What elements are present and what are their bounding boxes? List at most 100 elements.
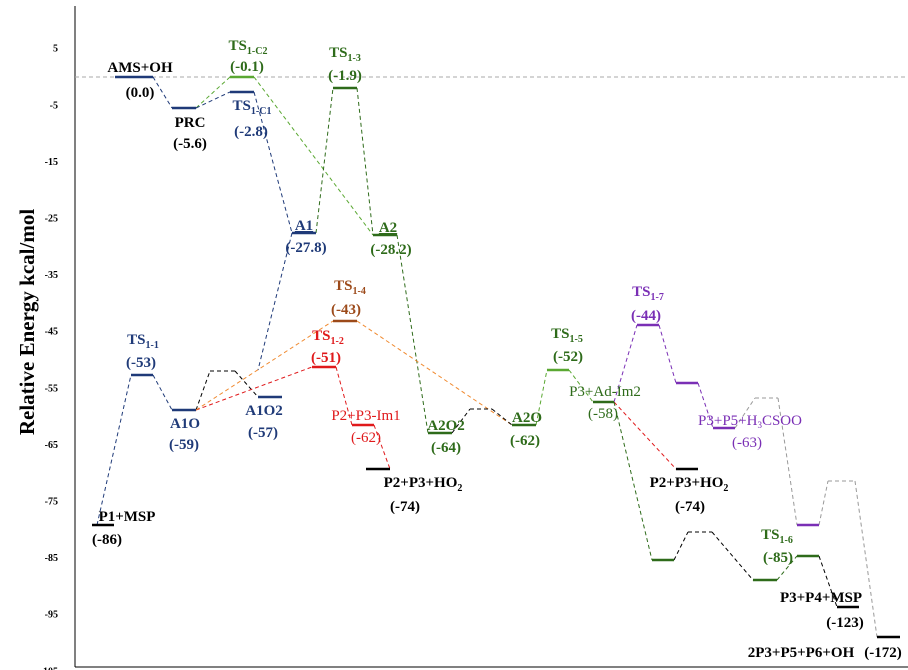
label-ts16: TS1-6 <box>761 527 793 546</box>
value-a1: (-27.8) <box>285 240 326 256</box>
value-a2: (-28.2) <box>370 242 411 258</box>
y-tick-label: -35 <box>45 270 58 281</box>
y-axis-label: Relative Energy kcal/mol <box>15 209 39 435</box>
connector <box>673 531 689 561</box>
label-a2o2: A2O2 <box>427 418 465 434</box>
connector <box>195 370 211 411</box>
value-a1o: (-59) <box>169 437 199 453</box>
label-ams: AMS+OH <box>107 60 173 76</box>
label-adim2: P3+Ad-Im2 <box>569 384 641 400</box>
value-ts13: (-1.9) <box>328 68 362 84</box>
connector <box>195 91 231 109</box>
value-ts11: (-53) <box>126 355 156 371</box>
label-a1o: A1O <box>170 416 200 432</box>
value-a1o2: (-57) <box>248 425 278 441</box>
connector <box>734 397 756 429</box>
label-a2o: A2O <box>512 410 542 426</box>
connector <box>234 370 259 398</box>
value-h3csoo: (-63) <box>732 435 762 451</box>
y-tick-label: -45 <box>45 327 58 338</box>
label-a2: A2 <box>379 220 397 236</box>
connector <box>257 232 293 371</box>
connector <box>451 408 471 434</box>
connector <box>335 366 353 426</box>
y-tick-label: -15 <box>45 157 58 168</box>
connector <box>491 408 513 426</box>
value-a2o: (-62) <box>510 433 540 449</box>
label-p3p4: P3+P4+MSP <box>780 590 862 606</box>
label-ho2b: P2+P3+HO2 <box>650 475 729 494</box>
connector <box>96 374 132 526</box>
label-ts11: TS1-1 <box>127 332 159 351</box>
value-ts15: (-52) <box>553 349 583 365</box>
y-tick-label: -55 <box>45 383 58 394</box>
value-ts17: (-44) <box>631 308 661 324</box>
value-prc: (-5.6) <box>173 136 207 152</box>
label-im1: P2+P3-Im1 <box>331 408 400 424</box>
label-tsc2: TS1-C2 <box>229 38 268 57</box>
value-adim2: (-58) <box>588 406 618 422</box>
value-tsc1: (-2.8) <box>234 124 268 140</box>
connector <box>315 87 334 234</box>
connector <box>195 76 231 109</box>
label-final: 2P3+P5+P6+OH <box>748 645 855 661</box>
label-h3csoo: P3+P5+H3CSOO <box>698 413 802 430</box>
labels: AMS+OH (0.0) PRC (-5.6) TS1-C2 (-0.1) TS… <box>92 38 902 661</box>
value-im1: (-62) <box>351 430 381 446</box>
connector <box>152 76 173 109</box>
y-tick-label: -95 <box>45 610 58 621</box>
y-tick-label: -65 <box>45 440 58 451</box>
connector <box>776 555 798 581</box>
connectors <box>96 76 878 638</box>
connector <box>711 531 754 581</box>
connector <box>253 91 293 234</box>
connector <box>356 87 374 236</box>
value-tsc2: (-0.1) <box>230 59 264 75</box>
y-tick-label: -25 <box>45 214 58 225</box>
connector <box>854 480 878 638</box>
y-tick-label: -5 <box>50 100 58 111</box>
y-ticks: 5 -5 -15 -25 -35 -45 -55 -65 -75 -85 -95 -105 <box>40 44 58 670</box>
connector <box>195 320 334 411</box>
label-ts14: TS1-4 <box>334 278 366 297</box>
levels <box>92 75 900 639</box>
y-tick-label: 5 <box>53 44 58 55</box>
y-tick-label: -85 <box>45 553 58 564</box>
value-ho2a: (-74) <box>390 499 420 515</box>
value-ams: (0.0) <box>126 85 155 101</box>
label-ho2a: P2+P3+HO2 <box>384 475 463 494</box>
y-tick-label: -75 <box>45 497 58 508</box>
connector <box>396 234 429 434</box>
value-ts12: (-51) <box>311 350 341 366</box>
connector <box>818 555 838 608</box>
connector <box>613 324 638 403</box>
connector <box>373 424 391 470</box>
label-ts13: TS1-3 <box>329 45 361 64</box>
label-a1: A1 <box>295 218 313 234</box>
value-p3p4: (-123) <box>826 615 864 631</box>
value-ts16: (-85) <box>763 550 793 566</box>
connector <box>613 401 677 470</box>
value-final: (-172) <box>864 645 902 661</box>
connector <box>697 382 714 429</box>
label-a1o2: A1O2 <box>245 403 283 419</box>
label-ts15: TS1-5 <box>551 326 583 345</box>
connector <box>152 374 173 411</box>
value-p1msp: (-86) <box>92 532 122 548</box>
connector <box>818 480 829 526</box>
label-p1msp: P1+MSP <box>99 509 156 525</box>
y-tick-label: -105 <box>40 666 58 670</box>
connector <box>356 320 513 426</box>
connector <box>253 76 374 236</box>
label-tsc1: TS1-C1 <box>233 98 272 117</box>
value-ho2b: (-74) <box>675 499 705 515</box>
connector <box>777 397 798 526</box>
connector <box>613 401 653 561</box>
value-ts14: (-43) <box>331 302 361 318</box>
label-ts17: TS1-7 <box>632 284 664 303</box>
label-ts12: TS1-2 <box>312 328 344 347</box>
value-a2o2: (-64) <box>431 440 461 456</box>
label-prc: PRC <box>175 115 206 131</box>
